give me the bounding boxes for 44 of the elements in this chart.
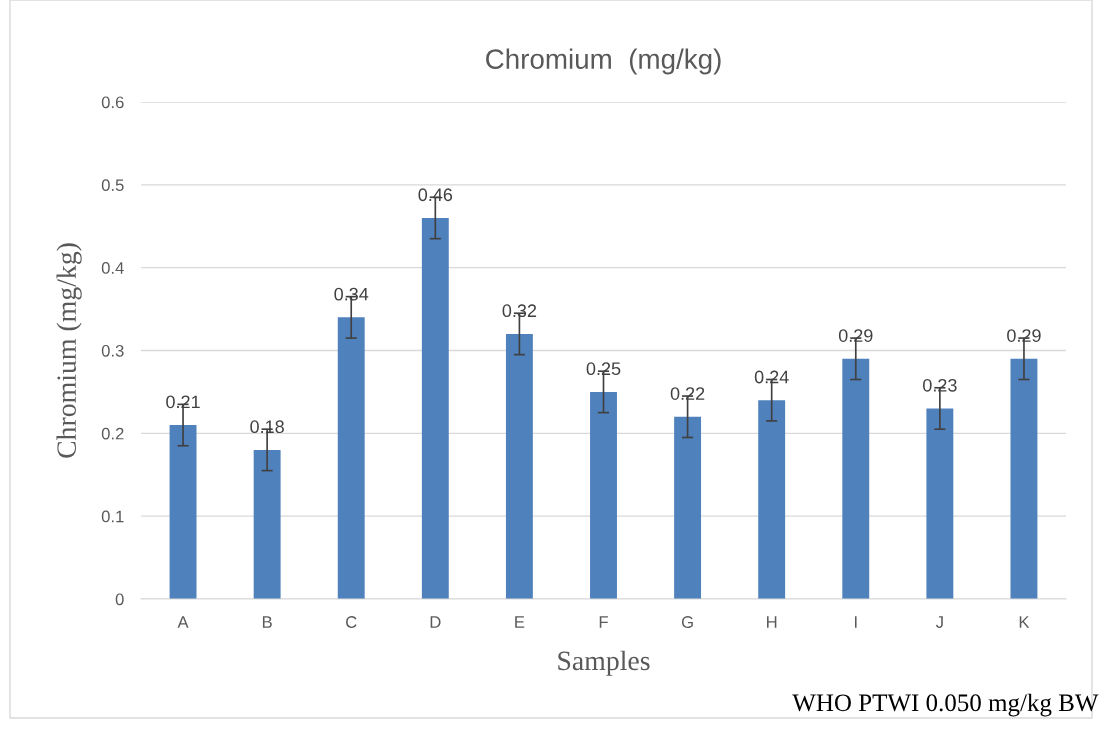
y-tick-label: 0.1: [101, 510, 124, 523]
y-tick-label: 0.6: [101, 96, 124, 109]
bar: [505, 333, 533, 599]
data-label: 0.29: [838, 329, 873, 342]
x-tick-label: B: [262, 616, 272, 628]
data-label: 0.24: [754, 370, 789, 384]
y-tick-label: 0.2: [101, 427, 124, 440]
data-label: 0.22: [670, 387, 705, 400]
x-tick-label: C: [346, 616, 357, 628]
data-label: 0.21: [166, 395, 200, 409]
data-label: 0.25: [586, 362, 621, 376]
y-tick-label: 0.5: [101, 179, 124, 192]
x-tick-label: A: [177, 616, 189, 628]
data-label: 0.18: [250, 420, 284, 434]
data-label: 0.32: [502, 304, 537, 318]
x-tick-label: H: [767, 616, 777, 628]
data-label: 0.34: [334, 287, 369, 301]
x-tick-label: J: [935, 616, 943, 628]
x-tick-label: I: [855, 616, 857, 628]
bar: [253, 449, 281, 599]
y-tick-label: 0.3: [101, 344, 124, 357]
data-label: 0.29: [1007, 329, 1041, 342]
y-tick-label: 0.4: [101, 262, 124, 274]
bar: [169, 425, 197, 599]
x-axis-title: Samples: [558, 650, 650, 676]
bar: [337, 317, 365, 599]
bar: [1010, 358, 1038, 599]
bar: [926, 408, 954, 599]
bar: [590, 391, 617, 599]
text: WHO PTWI 0.050 mg/kg BW: [792, 693, 1099, 717]
x-tick-label: G: [681, 616, 693, 628]
x-tick-label: D: [430, 616, 441, 628]
y-axis-title: Chromium (mg/kg): [56, 243, 82, 458]
bar: [674, 416, 702, 599]
bar: [421, 217, 449, 599]
data-label: 0.23: [923, 378, 957, 392]
y-tick-label: 0: [115, 593, 124, 606]
bar: [842, 358, 870, 599]
x-tick-label: K: [1019, 616, 1030, 628]
bar: [758, 400, 786, 599]
data-label: 0.46: [418, 188, 453, 202]
x-tick-label: F: [599, 616, 608, 628]
chart-title: Chromium (mg/kg): [486, 48, 721, 75]
x-tick-label: E: [515, 616, 525, 628]
